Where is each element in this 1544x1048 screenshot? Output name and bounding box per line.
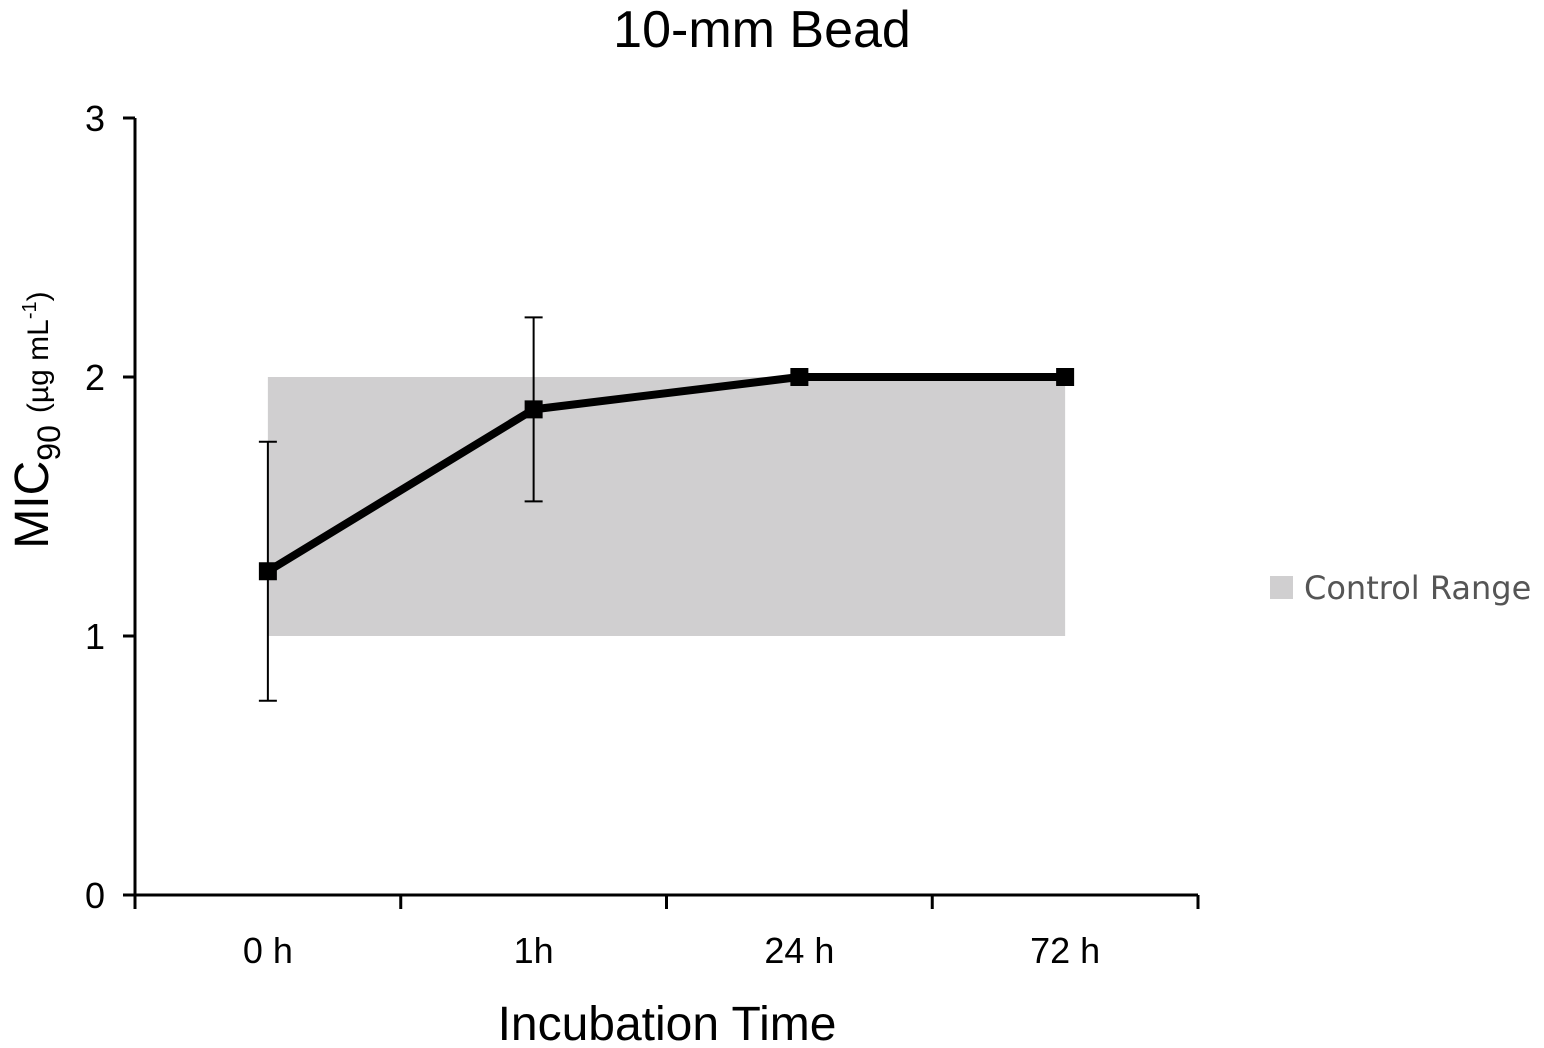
svg-text:MIC90(µg mL-1): MIC90 (µg mL-1): [6, 291, 67, 548]
x-tick-label: 24 h: [764, 930, 834, 971]
y-tick-label: 3: [85, 98, 105, 139]
y-tick-label: 1: [85, 616, 105, 657]
data-point-marker: [790, 368, 809, 386]
y-label-unit: (µg mL: [22, 319, 55, 413]
data-point-marker: [258, 562, 277, 581]
x-tick-label: 72 h: [1030, 930, 1100, 971]
legend-label-control-range: Control Range: [1304, 569, 1531, 607]
y-tick-label: 2: [85, 357, 105, 398]
y-label-main: MIC: [6, 461, 59, 549]
data-point-marker: [1056, 368, 1075, 386]
x-tick-label: 1h: [514, 930, 554, 971]
y-tick-label: 0: [85, 875, 105, 916]
control-range-band: [267, 377, 1066, 636]
data-point-marker: [524, 400, 543, 419]
y-label-sub: 90: [31, 425, 67, 461]
x-axis-label: Incubation Time: [498, 998, 837, 1048]
chart-title: 10-mm Bead: [613, 1, 911, 59]
y-label-close: ): [22, 291, 55, 301]
legend-swatch-control-range: [1270, 576, 1293, 599]
series-line: [265, 373, 1066, 575]
x-tick-label: 0 h: [243, 930, 293, 971]
y-label-sup: -1: [19, 301, 41, 319]
y-axis-label: MIC90 (µg mL-1): [6, 291, 67, 548]
